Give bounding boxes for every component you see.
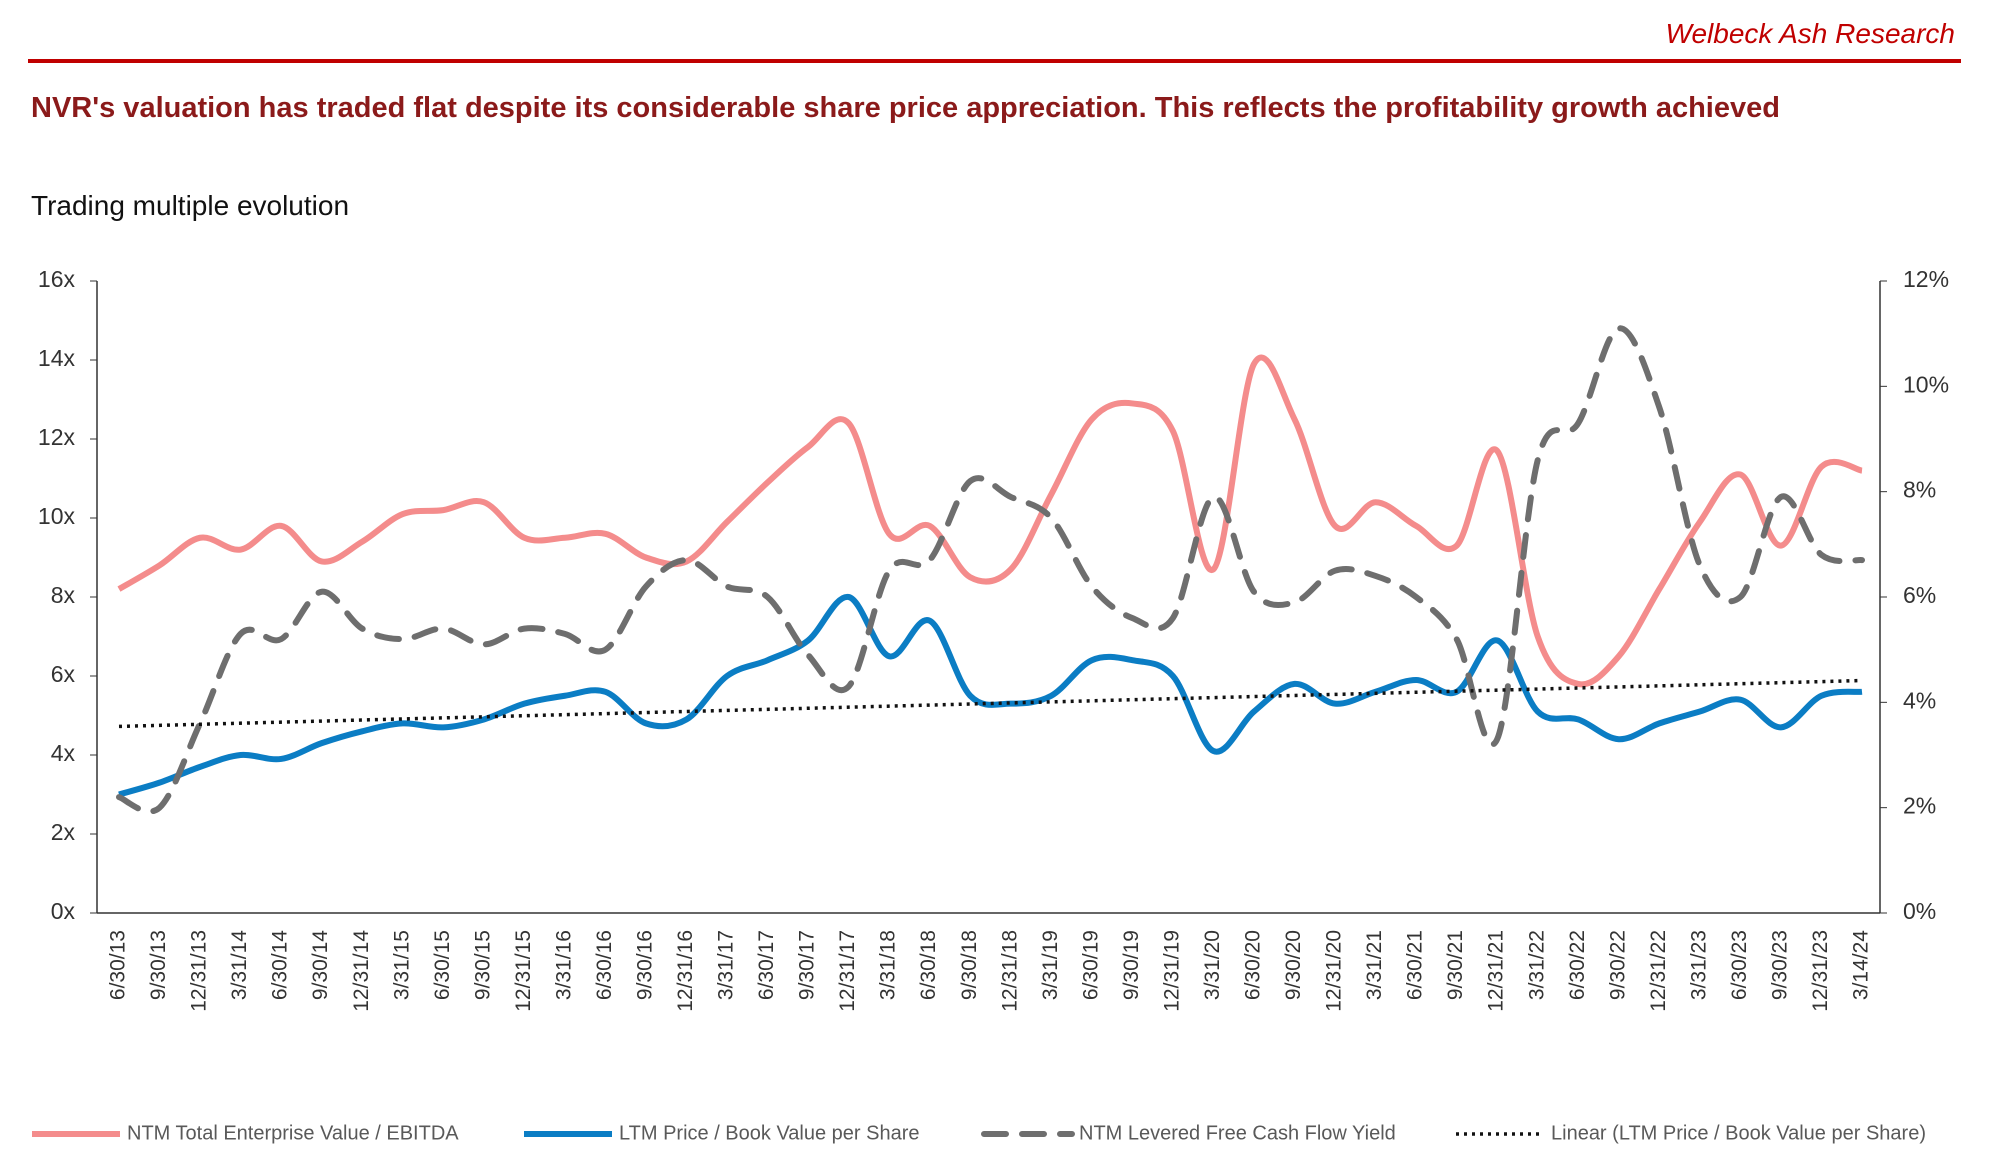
x-tick-label: 12/31/16 [674, 930, 697, 1012]
y2-tick-label: 12% [1903, 266, 1949, 292]
y2-tick-label: 6% [1903, 582, 1936, 608]
trend-line [118, 678, 1863, 729]
x-tick-label: 12/31/23 [1809, 930, 1832, 1012]
chart-subtitle: Trading multiple evolution [31, 190, 350, 221]
y-tick-label: 8x [51, 582, 76, 608]
x-tick-label: 9/30/21 [1444, 930, 1467, 1000]
legend-label: Linear (LTM Price / Book Value per Share… [1551, 1122, 1926, 1144]
series-line [117, 354, 1863, 688]
x-tick-label: 12/31/14 [350, 930, 373, 1012]
x-tick-label: 3/31/22 [1525, 930, 1548, 1000]
y2-tick-label: 10% [1903, 371, 1949, 397]
x-tick-label: 9/30/20 [1282, 930, 1305, 1000]
x-tick-label: 3/31/18 [877, 930, 900, 1000]
x-tick-label: 6/30/14 [269, 930, 292, 1000]
x-tick-label: 6/30/22 [1566, 930, 1589, 1000]
x-tick-label: 6/30/15 [431, 930, 454, 1000]
x-tick-label: 9/30/22 [1606, 930, 1629, 1000]
chart-title: NVR's valuation has traded flat despite … [31, 92, 1780, 124]
y-tick-label: 16x [38, 266, 76, 292]
x-tick-label: 12/31/13 [188, 930, 211, 1012]
legend-label: NTM Levered Free Cash Flow Yield [1079, 1122, 1396, 1144]
x-tick-label: 9/30/23 [1768, 930, 1791, 1000]
x-tick-label: 12/31/18 [998, 930, 1021, 1012]
y-tick-label: 14x [38, 345, 76, 371]
y-tick-label: 6x [51, 661, 76, 687]
x-tick-label: 6/30/20 [1242, 930, 1265, 1000]
x-tick-label: 6/30/23 [1728, 930, 1751, 1000]
x-tick-label: 9/30/19 [1120, 930, 1143, 1000]
x-tick-label: 6/30/16 [593, 930, 616, 1000]
y-tick-label: 2x [51, 819, 76, 845]
x-tick-label: 12/31/20 [1323, 930, 1346, 1012]
x-tick-label: 3/31/19 [1039, 930, 1062, 1000]
x-tick-label: 3/31/17 [715, 930, 738, 1000]
y-tick-label: 0x [51, 898, 76, 924]
x-tick-label: 3/31/15 [390, 930, 413, 1000]
header-rule [28, 59, 1961, 63]
x-tick-label: 3/14/24 [1850, 930, 1873, 1000]
x-tick-label: 9/30/13 [147, 930, 170, 1000]
x-tick-label: 12/31/21 [1485, 930, 1508, 1012]
y-tick-label: 4x [51, 740, 76, 766]
x-tick-label: 3/31/16 [552, 930, 575, 1000]
x-tick-label: 9/30/17 [796, 930, 819, 1000]
x-tick-label: 6/30/17 [755, 930, 778, 1000]
x-tick-label: 9/30/16 [634, 930, 657, 1000]
x-tick-label: 3/31/21 [1363, 930, 1386, 1000]
x-tick-label: 12/31/17 [836, 930, 859, 1012]
x-tick-label: 12/31/15 [512, 930, 535, 1012]
series-line [118, 594, 1863, 798]
y-tick-label: 12x [38, 424, 76, 450]
x-tick-label: 3/31/14 [228, 930, 251, 1000]
x-tick-label: 6/30/19 [1079, 930, 1102, 1000]
x-tick-label: 9/30/15 [471, 930, 494, 1000]
x-tick-label: 12/31/19 [1160, 930, 1183, 1012]
x-tick-label: 3/31/20 [1201, 930, 1224, 1000]
y2-tick-label: 0% [1903, 898, 1936, 924]
legend-label: LTM Price / Book Value per Share [619, 1122, 920, 1144]
x-tick-label: 3/31/23 [1687, 930, 1710, 1000]
brand: Welbeck Ash Research [1665, 18, 1955, 49]
x-tick-label: 9/30/18 [958, 930, 981, 1000]
x-tick-label: 9/30/14 [309, 930, 332, 1000]
y-tick-label: 10x [38, 503, 76, 529]
series-line [116, 325, 1865, 815]
y2-tick-label: 2% [1903, 793, 1936, 819]
x-tick-label: 6/30/21 [1404, 930, 1427, 1000]
x-tick-label: 6/30/13 [107, 930, 130, 1000]
y2-tick-label: 8% [1903, 477, 1936, 503]
x-tick-label: 6/30/18 [917, 930, 940, 1000]
legend-label: NTM Total Enterprise Value / EBITDA [127, 1122, 459, 1144]
y2-tick-label: 4% [1903, 687, 1936, 713]
x-tick-label: 12/31/22 [1647, 930, 1670, 1012]
